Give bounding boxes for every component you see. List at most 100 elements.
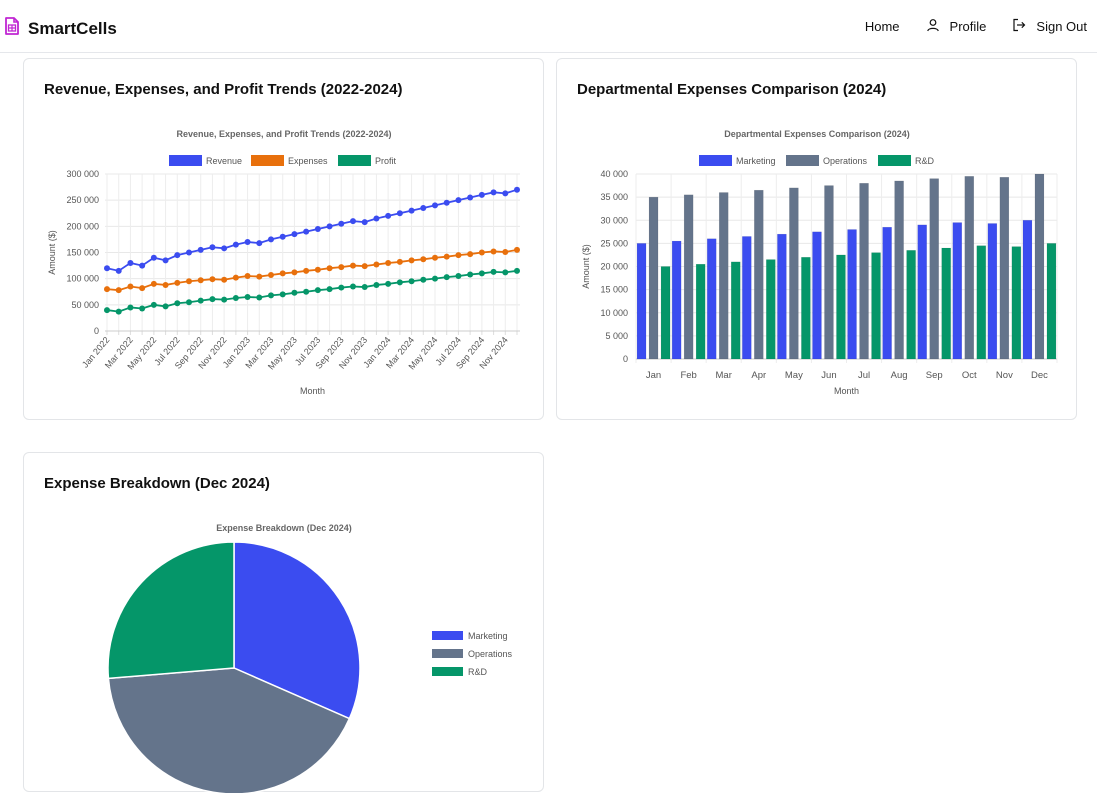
bar-rnd bbox=[871, 252, 881, 360]
bar-rnd bbox=[906, 250, 916, 360]
legend-label-marketing: Marketing bbox=[736, 156, 776, 166]
data-point-profit bbox=[186, 299, 192, 306]
data-point-expenses bbox=[221, 276, 228, 283]
data-point-profit bbox=[221, 296, 228, 303]
legend-swatch-revenue bbox=[169, 155, 202, 166]
data-point-revenue bbox=[385, 212, 392, 219]
brand[interactable]: SmartCells bbox=[4, 17, 117, 40]
bar-marketing bbox=[636, 243, 647, 360]
data-point-revenue bbox=[396, 210, 403, 217]
y-tick-label: 50 000 bbox=[71, 300, 99, 310]
legend-label-profit: Profit bbox=[375, 156, 397, 166]
y-tick-label: 40 000 bbox=[600, 169, 628, 179]
data-point-expenses bbox=[502, 248, 509, 255]
nav-profile-link[interactable]: Profile bbox=[926, 18, 986, 35]
bar-marketing bbox=[987, 223, 998, 360]
bar-operations bbox=[894, 180, 904, 360]
data-point-expenses bbox=[291, 269, 298, 276]
data-point-revenue bbox=[162, 257, 169, 264]
data-point-revenue bbox=[279, 233, 286, 240]
nav-links: Home Profile Sign Out bbox=[865, 18, 1087, 35]
data-point-revenue bbox=[104, 265, 110, 272]
chart-title: Revenue, Expenses, and Profit Trends (20… bbox=[176, 129, 391, 139]
x-tick-label: Jan bbox=[646, 370, 661, 381]
data-point-profit bbox=[139, 305, 146, 312]
bar-operations bbox=[999, 176, 1010, 360]
data-point-profit bbox=[455, 273, 462, 280]
y-tick-label: 300 000 bbox=[66, 169, 99, 179]
data-point-expenses bbox=[209, 276, 216, 283]
data-point-revenue bbox=[467, 194, 474, 201]
data-point-expenses bbox=[396, 258, 403, 265]
trends-card-title: Revenue, Expenses, and Profit Trends (20… bbox=[44, 81, 403, 98]
series-line-revenue bbox=[106, 188, 518, 272]
data-point-revenue bbox=[314, 225, 321, 232]
legend-swatch-operations bbox=[432, 649, 463, 658]
data-point-revenue bbox=[268, 236, 274, 243]
legend-label-revenue: Revenue bbox=[206, 156, 242, 166]
data-point-expenses bbox=[197, 277, 204, 284]
data-point-expenses bbox=[373, 261, 380, 268]
data-point-profit bbox=[443, 274, 450, 281]
y-tick-label: 100 000 bbox=[66, 274, 99, 284]
departments-bar-chart: Departmental Expenses Comparison (2024) 0… bbox=[581, 129, 1058, 396]
data-point-expenses bbox=[350, 262, 356, 269]
data-point-profit bbox=[197, 297, 204, 304]
y-tick-label: 5 000 bbox=[605, 331, 628, 341]
y-tick-label: 200 000 bbox=[66, 221, 99, 231]
data-point-expenses bbox=[268, 272, 274, 279]
data-point-expenses bbox=[174, 279, 181, 286]
bar-rnd bbox=[976, 245, 987, 360]
data-point-revenue bbox=[350, 218, 356, 225]
data-point-revenue bbox=[432, 202, 438, 209]
data-point-expenses bbox=[432, 254, 438, 261]
departments-card: Departmental Expenses Comparison (2024) … bbox=[556, 58, 1077, 420]
data-point-expenses bbox=[303, 267, 310, 274]
data-point-profit bbox=[350, 283, 356, 290]
data-point-expenses bbox=[467, 251, 474, 258]
legend-swatch-marketing bbox=[432, 631, 463, 640]
legend-label-rnd: R&D bbox=[915, 156, 935, 166]
data-point-expenses bbox=[244, 273, 251, 280]
data-point-profit bbox=[385, 280, 392, 287]
legend-swatch-rnd bbox=[878, 155, 911, 166]
data-point-expenses bbox=[162, 281, 169, 288]
legend-label-operations: Operations bbox=[468, 649, 513, 659]
nav-home-link[interactable]: Home bbox=[865, 19, 900, 34]
data-point-profit bbox=[420, 276, 427, 283]
bar-marketing bbox=[847, 229, 857, 360]
data-point-expenses bbox=[279, 270, 286, 277]
bar-operations bbox=[964, 176, 975, 360]
bar-marketing bbox=[1022, 220, 1033, 360]
data-point-expenses bbox=[361, 263, 368, 270]
bar-operations bbox=[718, 192, 729, 360]
user-icon bbox=[926, 18, 940, 35]
x-tick-label: Jul bbox=[858, 370, 870, 381]
data-point-revenue bbox=[244, 239, 251, 246]
nav-sign-out-link[interactable]: Sign Out bbox=[1012, 18, 1087, 35]
legend-label-rnd: R&D bbox=[468, 667, 488, 677]
y-tick-label: 10 000 bbox=[600, 308, 628, 318]
legend-label-marketing: Marketing bbox=[468, 631, 508, 641]
nav-home-label: Home bbox=[864, 19, 900, 34]
data-point-revenue bbox=[502, 190, 509, 197]
data-point-expenses bbox=[408, 257, 415, 264]
data-point-profit bbox=[104, 307, 110, 314]
y-tick-label: 0 bbox=[623, 354, 628, 364]
data-point-revenue bbox=[291, 231, 298, 238]
data-point-profit bbox=[150, 301, 157, 308]
departments-card-title: Departmental Expenses Comparison (2024) bbox=[577, 81, 887, 98]
legend-swatch-rnd bbox=[432, 667, 463, 676]
data-point-revenue bbox=[373, 215, 380, 222]
data-point-profit bbox=[408, 278, 415, 285]
y-tick-label: 15 000 bbox=[600, 285, 628, 295]
legend-swatch-operations bbox=[786, 155, 819, 166]
data-point-expenses bbox=[256, 273, 263, 280]
x-tick-label: Feb bbox=[680, 370, 696, 381]
data-point-expenses bbox=[420, 256, 427, 263]
x-tick-label: Aug bbox=[891, 370, 908, 381]
data-point-revenue bbox=[174, 252, 181, 259]
spreadsheet-icon bbox=[4, 17, 20, 40]
bar-marketing bbox=[742, 236, 752, 360]
data-point-profit bbox=[174, 300, 181, 307]
